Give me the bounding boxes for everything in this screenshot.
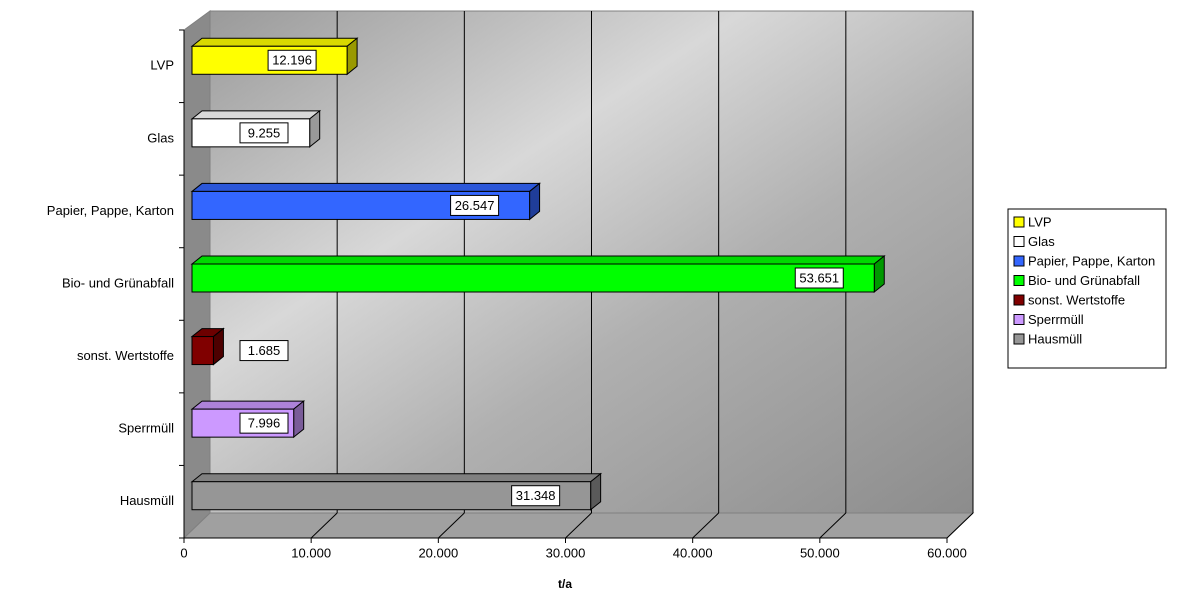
x-tick-label: 60.000 — [927, 545, 967, 560]
value-label: 26.547 — [455, 198, 495, 213]
legend-swatch — [1014, 276, 1024, 286]
bar-top — [192, 474, 601, 482]
y-tick-label: Bio- und Grünabfall — [62, 275, 174, 290]
chart: t/a 0 10.000 20.000 30.000 40.000 50.000 60.00… — [0, 0, 1179, 601]
legend-swatch — [1014, 237, 1024, 247]
legend-label: Sperrmüll — [1028, 312, 1084, 327]
x-axis-label: t/a — [558, 577, 572, 591]
bar-top — [192, 38, 357, 46]
x-tick-label: 0 — [180, 545, 187, 560]
legend-label: Hausmüll — [1028, 331, 1082, 346]
legend-swatch — [1014, 315, 1024, 325]
y-tick-label: Glas — [147, 130, 174, 145]
legend-swatch — [1014, 334, 1024, 344]
legend-label: Glas — [1028, 234, 1055, 249]
legend-label: Papier, Pappe, Karton — [1028, 253, 1155, 268]
legend-swatch — [1014, 217, 1024, 227]
value-label: 1.685 — [248, 343, 281, 358]
x-tick-label: 40.000 — [673, 545, 713, 560]
y-tick-label: Hausmüll — [120, 493, 174, 508]
y-tick-label: Papier, Pappe, Karton — [47, 203, 174, 218]
bar-top — [192, 111, 320, 119]
legend-label: LVP — [1028, 214, 1052, 229]
legend-label: sonst. Wertstoffe — [1028, 292, 1125, 307]
bar-top — [192, 401, 304, 409]
value-label: 31.348 — [516, 488, 556, 503]
value-label: 53.651 — [799, 270, 839, 285]
y-tick-label: LVP — [150, 58, 174, 73]
legend-swatch — [1014, 295, 1024, 305]
legend-label: Bio- und Grünabfall — [1028, 273, 1140, 288]
y-tick-label: Sperrmüll — [118, 421, 174, 436]
legend-swatch — [1014, 256, 1024, 266]
bar — [192, 264, 874, 292]
x-tick-label: 50.000 — [800, 545, 840, 560]
bar — [192, 337, 213, 365]
y-tick-label: sonst. Wertstoffe — [77, 348, 174, 363]
value-label: 7.996 — [248, 416, 281, 431]
x-tick-label: 30.000 — [546, 545, 586, 560]
value-label: 9.255 — [248, 125, 281, 140]
x-tick-label: 20.000 — [418, 545, 458, 560]
bar-top — [192, 256, 884, 264]
x-tick-label: 10.000 — [291, 545, 331, 560]
bar-top — [192, 183, 540, 191]
value-label: 12.196 — [272, 53, 312, 68]
